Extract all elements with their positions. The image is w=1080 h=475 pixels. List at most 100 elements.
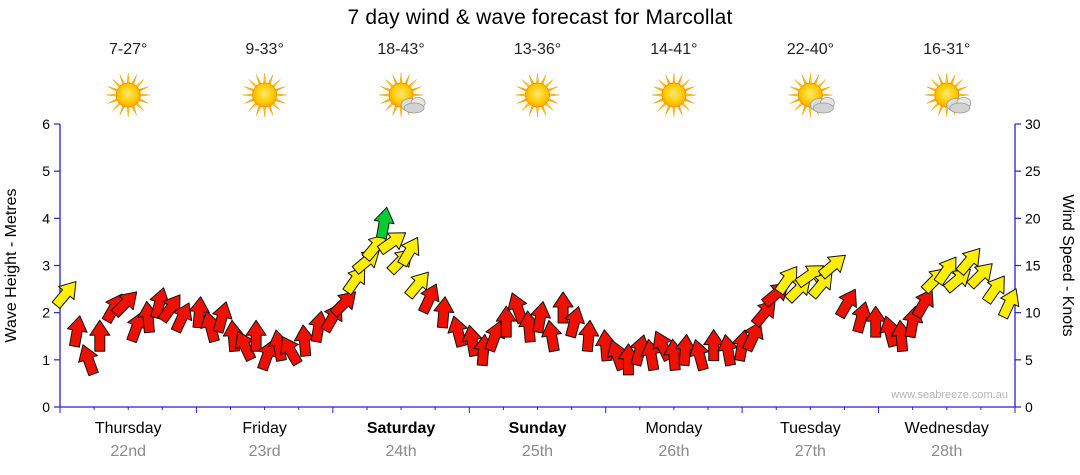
wind-arrow — [280, 336, 303, 367]
sun-cloud-icon — [379, 72, 426, 118]
day-name-label: Tuesday — [780, 420, 841, 437]
sun-disc — [661, 82, 687, 108]
right-tick-label: 5 — [1025, 352, 1033, 368]
wind-arrow — [433, 296, 455, 329]
day-date-label: 28th — [931, 443, 962, 460]
wind-arrow — [418, 283, 440, 315]
wind-arrow — [541, 319, 562, 353]
wind-arrow-series — [51, 206, 1020, 377]
day-name-label: Monday — [645, 420, 702, 437]
wind-arrow — [997, 288, 1020, 320]
wind-arrow — [293, 324, 315, 357]
wind-arrow — [66, 315, 88, 348]
right-axis-title: Wind Speed - Knots — [1059, 194, 1076, 336]
temperature-range-label: 9-33° — [245, 41, 283, 58]
day-date-label: 26th — [658, 443, 689, 460]
wind-arrow — [774, 266, 798, 296]
day-date-label: 24th — [386, 443, 417, 460]
left-tick-label: 1 — [42, 352, 50, 368]
left-tick-label: 3 — [42, 258, 50, 274]
left-tick-label: 4 — [42, 210, 50, 226]
wind-arrow — [674, 333, 696, 367]
wind-arrow — [78, 344, 99, 377]
sun-icon — [242, 72, 287, 118]
wind-arrow — [376, 232, 407, 256]
wind-arrow — [530, 301, 551, 334]
sun-cloud-icon — [788, 72, 835, 118]
day-name-label: Thursday — [95, 420, 162, 437]
wind-arrow — [110, 291, 138, 318]
temperature-range-label: 16-31° — [923, 41, 970, 58]
cloud-overlay — [400, 97, 426, 114]
left-axis-title: Wave Height - Metres — [3, 188, 20, 342]
wind-arrow — [564, 306, 585, 339]
page-title: 7 day wind & wave forecast for Marcollat — [347, 6, 733, 29]
wind-arrow — [578, 319, 600, 353]
wind-arrow — [397, 236, 420, 268]
wind-arrow — [518, 310, 540, 343]
wind-arrow — [851, 301, 872, 334]
cloud-overlay — [946, 97, 972, 114]
day-date-label: 25th — [522, 443, 553, 460]
wind-arrow — [742, 321, 764, 353]
wind-arrow — [703, 329, 725, 362]
wind-arrow — [750, 299, 776, 328]
wind-arrow — [329, 291, 357, 318]
wind-arrow — [404, 271, 429, 300]
sun-disc — [115, 82, 141, 108]
day-date-label: 27th — [795, 443, 826, 460]
wind-arrow — [137, 300, 159, 334]
wind-arrow — [495, 305, 517, 338]
wind-arrow — [834, 288, 857, 320]
wind-arrow — [308, 310, 330, 343]
day-name-label: Sunday — [509, 420, 567, 437]
temperature-range-label: 18-43° — [377, 41, 424, 58]
wind-arrow — [689, 339, 710, 372]
wind-arrow — [234, 330, 257, 362]
wind-arrow — [981, 275, 1005, 305]
sun-rays — [515, 72, 560, 118]
right-tick-label: 15 — [1025, 258, 1041, 274]
wind-arrow — [447, 315, 468, 348]
sun-icon — [515, 72, 560, 118]
wind-arrow — [911, 288, 934, 320]
wind-arrow — [933, 256, 957, 286]
cloud-overlay — [809, 97, 835, 114]
wind-arrow — [717, 334, 739, 367]
wind-arrow — [200, 310, 221, 344]
temperature-range-label: 13-36° — [514, 41, 561, 58]
day-label-row: Thursday 22nd Friday 23rd Saturday 24th Sunday… — [95, 420, 989, 460]
sun-disc — [525, 82, 550, 108]
wind-arrow — [955, 248, 981, 276]
sun-icon — [651, 72, 696, 118]
wind-arrow — [373, 206, 395, 240]
sun-rays — [651, 72, 696, 118]
temperature-range-label: 22-40° — [787, 41, 834, 58]
right-tick-label: 30 — [1025, 116, 1041, 132]
forecast-header-row: 7-27° 9-33° 18-43° 13-36° 14-41° 22-40° 16-31° — [106, 41, 972, 118]
wind-arrow — [89, 319, 111, 352]
wind-arrow — [552, 291, 574, 324]
right-tick-label: 25 — [1025, 163, 1041, 179]
sun-icon — [106, 72, 151, 118]
temperature-range-label: 14-41° — [650, 41, 697, 58]
wind-arrow — [157, 294, 181, 324]
wind-arrow — [807, 271, 833, 300]
left-tick-label: 6 — [42, 116, 50, 132]
wind-arrow — [51, 281, 77, 310]
day-name-label: Friday — [242, 420, 286, 437]
right-tick-label: 10 — [1025, 305, 1041, 321]
wind-arrow — [817, 254, 846, 280]
day-name-label: Saturday — [367, 420, 436, 437]
sun-rays — [106, 72, 151, 118]
day-name-label: Wednesday — [905, 420, 989, 437]
right-tick-label: 20 — [1025, 210, 1041, 226]
wind-arrow — [212, 301, 233, 334]
wind-arrow — [966, 263, 993, 290]
wind-arrow — [890, 319, 912, 353]
temperature-range-label: 7-27° — [109, 41, 147, 58]
left-tick-label: 0 — [42, 399, 50, 415]
left-tick-label: 5 — [42, 163, 50, 179]
